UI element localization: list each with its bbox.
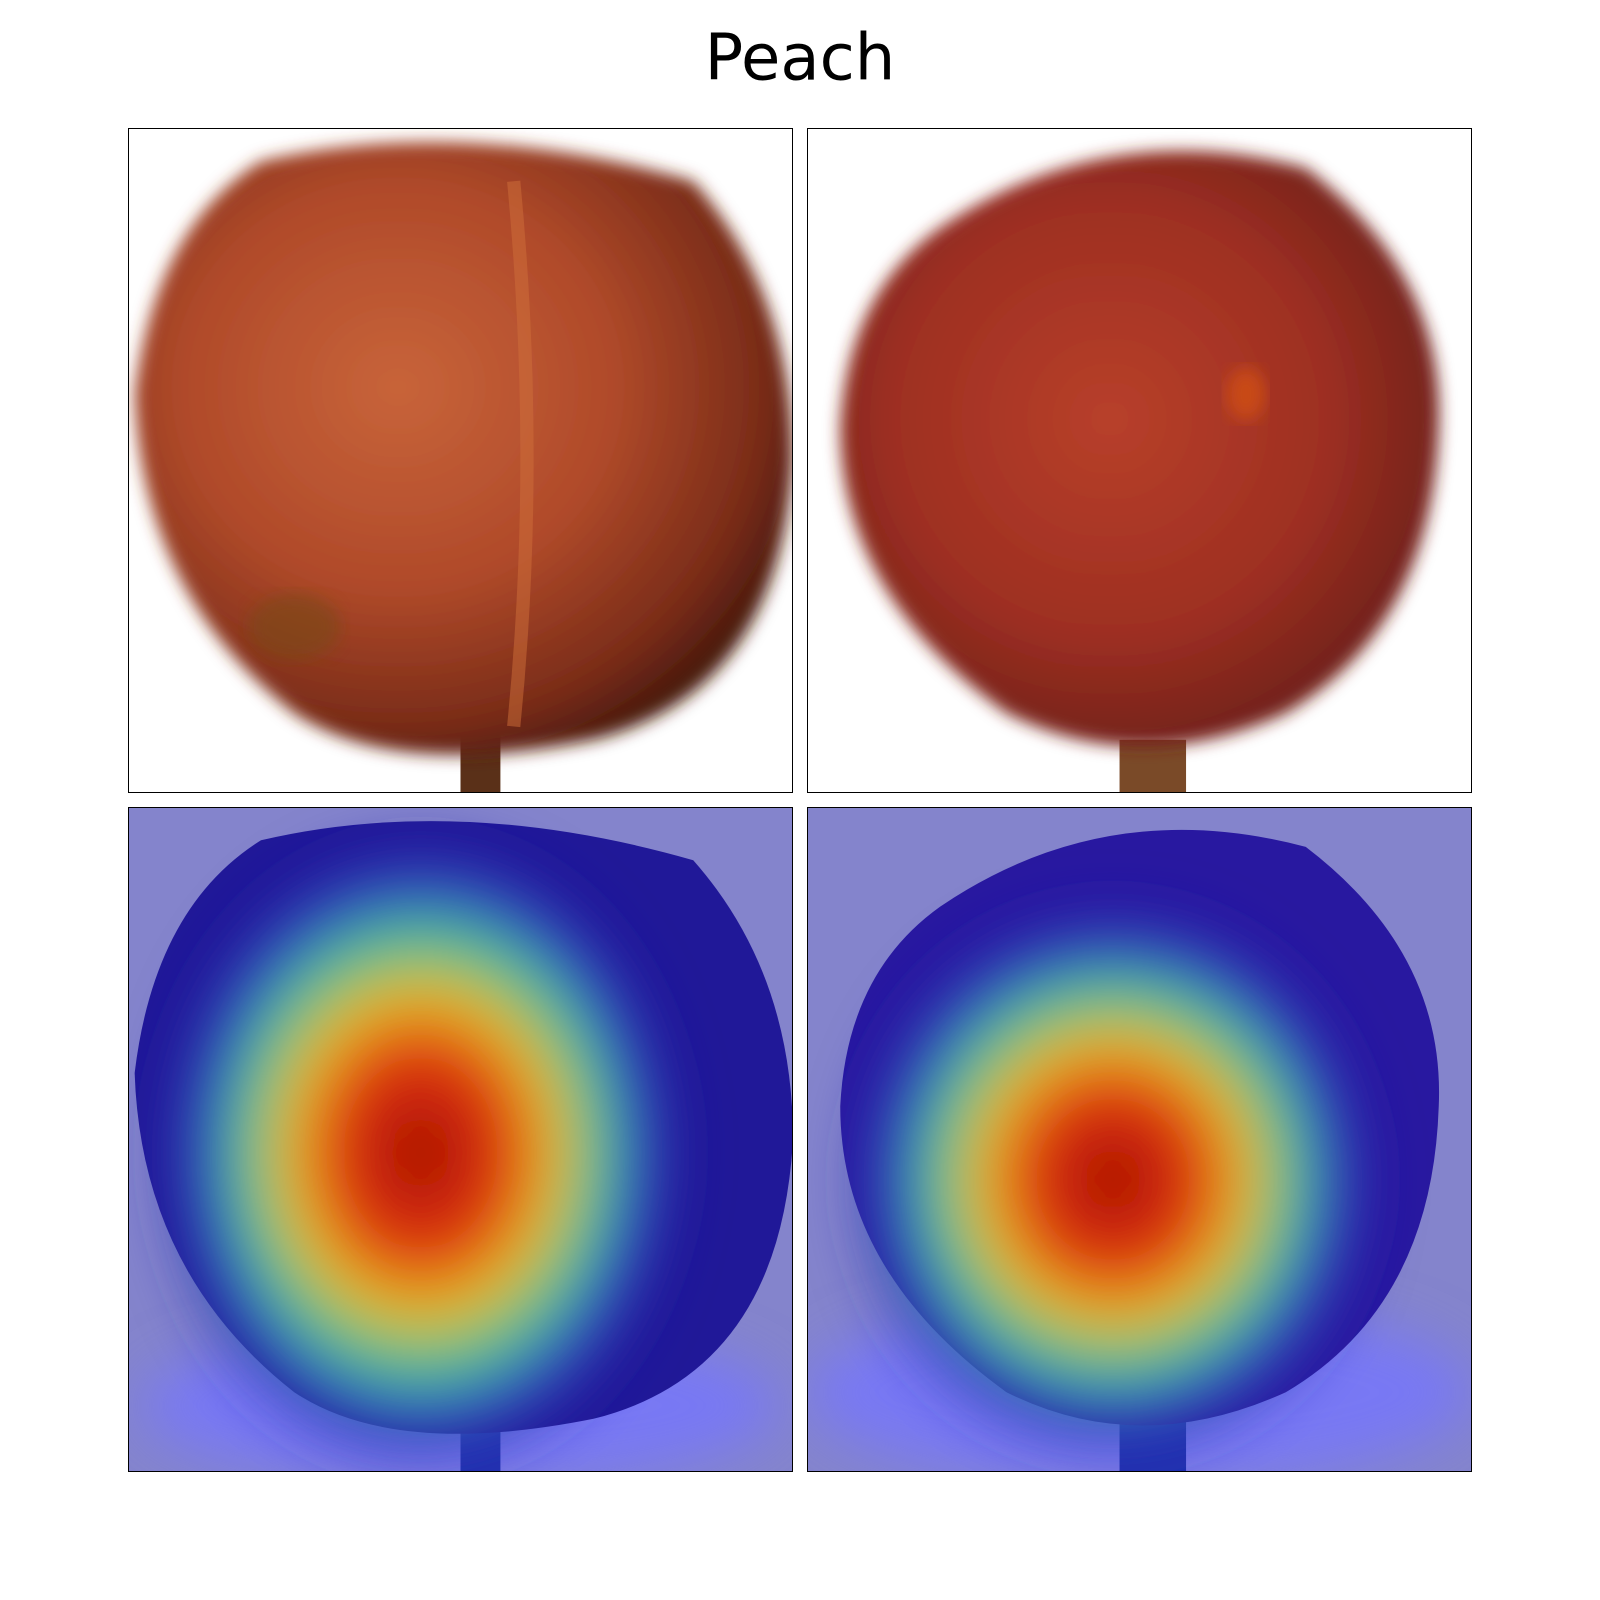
image-panel (128, 128, 793, 793)
heatmap-panel (128, 807, 793, 1472)
heatmap-panel (807, 807, 1472, 1472)
figure-title: Peach (705, 22, 896, 96)
image-panel (807, 128, 1472, 793)
